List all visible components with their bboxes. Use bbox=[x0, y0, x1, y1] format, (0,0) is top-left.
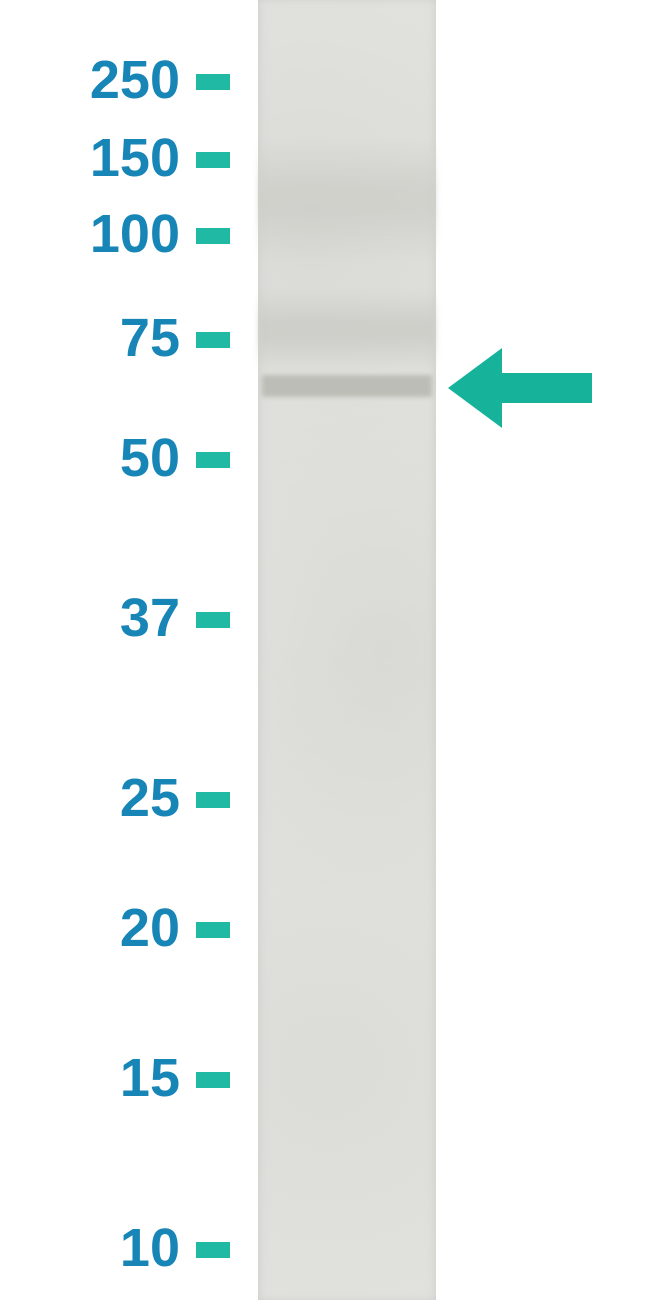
ladder-tick bbox=[196, 452, 230, 468]
ladder-tick bbox=[196, 1072, 230, 1088]
ladder-label: 10 bbox=[120, 1217, 180, 1279]
ladder-label: 15 bbox=[120, 1047, 180, 1109]
ladder-label: 150 bbox=[90, 127, 180, 189]
arrow-head-icon bbox=[448, 348, 502, 428]
ladder-tick bbox=[196, 792, 230, 808]
ladder-tick bbox=[196, 1242, 230, 1258]
ladder-label: 250 bbox=[90, 49, 180, 111]
protein-band bbox=[262, 375, 433, 397]
ladder-tick bbox=[196, 74, 230, 90]
ladder-tick bbox=[196, 332, 230, 348]
lane-smudge bbox=[258, 290, 436, 370]
ladder-label: 50 bbox=[120, 427, 180, 489]
ladder-tick bbox=[196, 922, 230, 938]
lane-smudge bbox=[258, 140, 436, 260]
ladder-label: 25 bbox=[120, 767, 180, 829]
ladder-label: 75 bbox=[120, 307, 180, 369]
ladder-label: 20 bbox=[120, 897, 180, 959]
ladder-tick bbox=[196, 152, 230, 168]
ladder-label: 37 bbox=[120, 587, 180, 649]
ladder-label: 100 bbox=[90, 203, 180, 265]
arrow-shaft bbox=[502, 373, 592, 403]
gel-lane bbox=[258, 0, 436, 1300]
western-blot-figure: 250 150 100 75 50 37 25 20 15 10 bbox=[0, 0, 650, 1300]
ladder-tick bbox=[196, 612, 230, 628]
ladder-tick bbox=[196, 228, 230, 244]
